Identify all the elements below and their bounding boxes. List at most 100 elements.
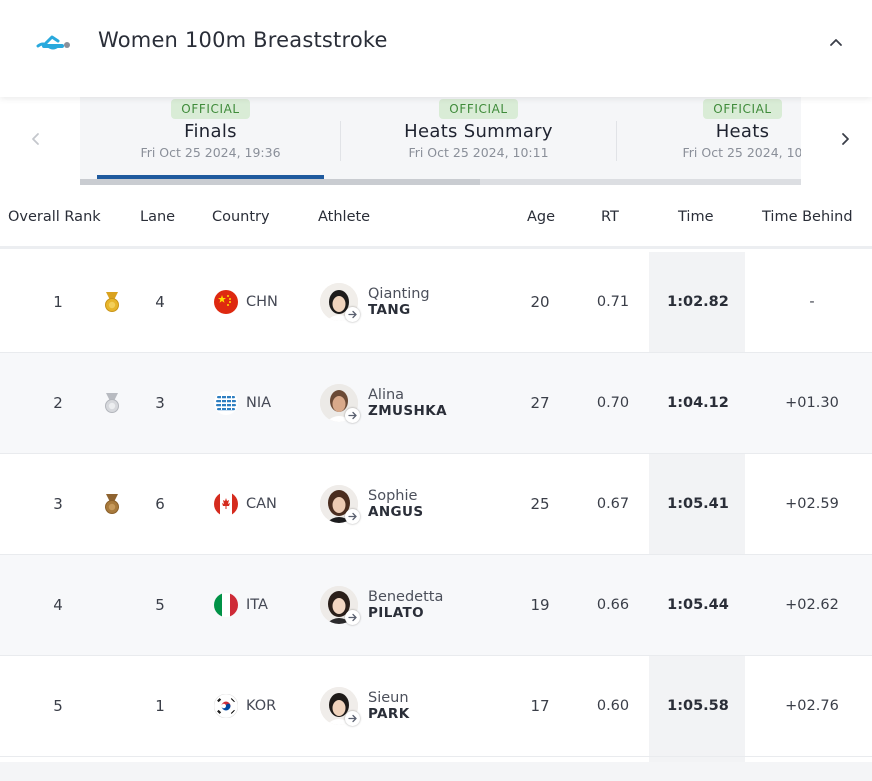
- time-behind: +02.62: [785, 597, 839, 613]
- china-flag-icon: [213, 252, 239, 352]
- lane: 4: [155, 293, 165, 311]
- results-table-header: Overall Rank Lane Country Athlete Age RT…: [0, 185, 872, 249]
- official-badge: OFFICIAL: [439, 99, 518, 119]
- tab-finals[interactable]: OFFICIAL Finals Fri Oct 25 2024, 19:36: [97, 97, 324, 177]
- column-header-age[interactable]: Age: [527, 209, 556, 225]
- column-header-time[interactable]: Time: [678, 209, 714, 225]
- bronze-medal-icon: [100, 454, 124, 554]
- athlete-last-name: ZMUSHKA: [368, 403, 447, 419]
- reaction-time: 0.71: [596, 294, 630, 310]
- arrow-right-icon[interactable]: [345, 610, 360, 625]
- korea-flag-icon: [213, 656, 239, 756]
- arrow-right-icon[interactable]: [345, 711, 360, 726]
- event-header: Women 100m Breaststroke: [0, 0, 872, 97]
- athlete-avatar[interactable]: [320, 252, 360, 352]
- lane: 5: [155, 596, 165, 614]
- age: 17: [530, 697, 550, 715]
- tab-date: Fri Oct 25 2024, 10:11: [408, 145, 549, 160]
- table-row[interactable]: 2 3 NIA Alina ZMUSHKA 27 0.70 1:04.12 +0…: [0, 353, 872, 454]
- column-header-athlete[interactable]: Athlete: [318, 209, 371, 225]
- arrow-right-icon[interactable]: [345, 408, 360, 423]
- chevron-up-icon[interactable]: [824, 30, 848, 54]
- silver-medal-icon: [100, 353, 124, 453]
- country-code: KOR: [246, 698, 277, 714]
- active-tab-indicator: [97, 175, 324, 179]
- athlete-avatar[interactable]: [320, 454, 360, 554]
- canada-flag-icon: [213, 454, 239, 554]
- table-row[interactable]: 3 6 CAN Sophie ANGUS 25 0.67 1:05.41 +02…: [0, 454, 872, 555]
- column-header-rt[interactable]: RT: [601, 209, 619, 225]
- column-header-country[interactable]: Country: [212, 209, 270, 225]
- gold-medal-icon: [100, 252, 124, 352]
- athlete-first-name: Alina: [368, 387, 405, 403]
- age: 27: [530, 394, 550, 412]
- country-code: ITA: [246, 597, 268, 613]
- tabs-scrollbar-thumb[interactable]: [80, 179, 480, 185]
- tab-date: Fri Oct 25 2024, 19:36: [140, 145, 281, 160]
- column-header-time-behind[interactable]: Time Behind: [762, 209, 853, 225]
- tab-divider: [340, 121, 341, 161]
- tab-label: Finals: [184, 121, 237, 142]
- reaction-time: 0.66: [596, 597, 630, 613]
- time: 1:02.82: [667, 294, 729, 310]
- tabs-viewport: OFFICIAL Finals Fri Oct 25 2024, 19:36 O…: [80, 97, 801, 185]
- country-code: CAN: [246, 496, 277, 512]
- rank: 5: [53, 697, 63, 715]
- next-row-edge: [0, 762, 872, 781]
- column-header-lane[interactable]: Lane: [140, 209, 176, 225]
- athlete-first-name: Benedetta: [368, 589, 444, 605]
- time-behind: +02.59: [785, 496, 839, 512]
- athlete-last-name: TANG: [368, 302, 411, 318]
- tab-label: Heats Summary: [404, 121, 553, 142]
- rank: 1: [53, 293, 63, 311]
- rank: 3: [53, 495, 63, 513]
- rank: 4: [53, 596, 63, 614]
- phase-tabs: OFFICIAL Finals Fri Oct 25 2024, 19:36 O…: [0, 97, 872, 185]
- athlete-last-name: ANGUS: [368, 504, 424, 520]
- table-row[interactable]: 5 1 KOR Sieun PARK 17 0.60 1:05.58 +02.7…: [0, 656, 872, 757]
- table-row[interactable]: 1 4 CHN Qianting TANG 20 0.71 1:02.82 -: [0, 252, 872, 353]
- arrow-right-icon[interactable]: [345, 307, 360, 322]
- reaction-time: 0.67: [596, 496, 630, 512]
- tab-label: Heats: [715, 121, 770, 142]
- athlete-last-name: PARK: [368, 706, 410, 722]
- rank: 2: [53, 394, 63, 412]
- athlete-first-name: Sieun: [368, 690, 409, 706]
- column-header-rank[interactable]: Overall Rank: [8, 209, 101, 225]
- reaction-time: 0.60: [596, 698, 630, 714]
- time-behind: -: [809, 294, 815, 310]
- arrow-right-icon[interactable]: [345, 509, 360, 524]
- time: 1:05.58: [667, 698, 729, 714]
- italy-flag-icon: [213, 555, 239, 655]
- event-title: Women 100m Breaststroke: [98, 28, 388, 52]
- athlete-name[interactable]: Sophie ANGUS: [368, 454, 424, 554]
- time-behind: +01.30: [785, 395, 839, 411]
- time-behind: +02.76: [785, 698, 839, 714]
- athlete-name[interactable]: Benedetta PILATO: [368, 555, 443, 655]
- chevron-right-icon[interactable]: [833, 127, 857, 151]
- lane: 6: [155, 495, 165, 513]
- reaction-time: 0.70: [596, 395, 630, 411]
- tab-heats[interactable]: OFFICIAL Heats Fri Oct 25 2024, 10: [640, 97, 801, 177]
- athlete-avatar[interactable]: [320, 555, 360, 655]
- time-column-highlight: [649, 252, 745, 762]
- chevron-left-icon[interactable]: [24, 127, 48, 151]
- athlete-name[interactable]: Sieun PARK: [368, 656, 410, 756]
- athlete-name[interactable]: Alina ZMUSHKA: [368, 353, 447, 453]
- athlete-avatar[interactable]: [320, 656, 360, 756]
- table-row[interactable]: 4 5 ITA Benedetta PILATO 19 0.66 1:05.44…: [0, 555, 872, 656]
- swimmer-icon: [36, 35, 70, 50]
- athlete-avatar[interactable]: [320, 353, 360, 453]
- athlete-name[interactable]: Qianting TANG: [368, 252, 430, 352]
- country-code: NIA: [246, 395, 272, 411]
- lane: 1: [155, 697, 165, 715]
- athlete-first-name: Sophie: [368, 488, 418, 504]
- time: 1:04.12: [667, 395, 729, 411]
- tab-date: Fri Oct 25 2024, 10: [682, 145, 802, 160]
- tab-heats-summary[interactable]: OFFICIAL Heats Summary Fri Oct 25 2024, …: [352, 97, 605, 177]
- athlete-last-name: PILATO: [368, 605, 425, 621]
- age: 20: [530, 293, 550, 311]
- athlete-first-name: Qianting: [368, 286, 430, 302]
- time: 1:05.44: [667, 597, 729, 613]
- country-code: CHN: [246, 294, 278, 310]
